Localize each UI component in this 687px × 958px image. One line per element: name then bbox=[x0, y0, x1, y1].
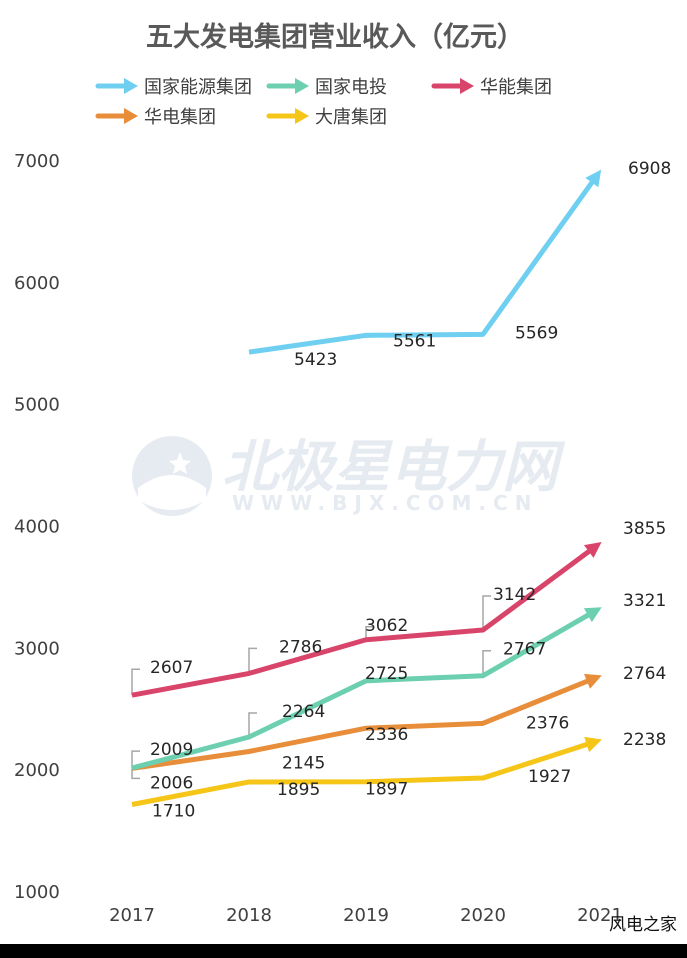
legend-arrow-icon bbox=[124, 78, 138, 94]
series-line bbox=[248, 169, 602, 355]
series-arrow-icon bbox=[584, 673, 602, 689]
data-label: 1895 bbox=[277, 780, 320, 800]
data-label: 2006 bbox=[150, 773, 193, 793]
watermark: 北极星电力网 WWW.BJX.COM.CN bbox=[132, 435, 566, 516]
series-arrow-icon bbox=[583, 541, 602, 558]
legend-arrow-icon bbox=[295, 78, 309, 94]
data-label: 2725 bbox=[365, 664, 408, 684]
y-tick-label: 7000 bbox=[14, 151, 60, 172]
data-label: 2264 bbox=[282, 702, 325, 722]
data-label: 2607 bbox=[150, 658, 193, 678]
y-tick-label: 4000 bbox=[14, 517, 60, 538]
legend-label: 大唐集团 bbox=[315, 107, 387, 128]
series-path bbox=[131, 611, 593, 771]
data-label: 2238 bbox=[623, 730, 666, 750]
y-tick-label: 5000 bbox=[14, 395, 60, 416]
legend-arrow-icon bbox=[460, 78, 474, 94]
legend-arrow-icon bbox=[295, 108, 309, 124]
data-label: 2786 bbox=[279, 637, 322, 657]
data-label: 2336 bbox=[365, 725, 408, 745]
x-tick-label: 2017 bbox=[109, 905, 155, 926]
data-label: 1927 bbox=[528, 767, 571, 787]
y-tick-label: 2000 bbox=[14, 760, 60, 781]
data-label: 2376 bbox=[526, 713, 569, 733]
data-label: 6908 bbox=[628, 159, 671, 179]
chart-title: 五大发电集团营业收入（亿元） bbox=[146, 21, 524, 53]
leader-line bbox=[131, 668, 140, 696]
label-leader-lines bbox=[131, 595, 491, 780]
legend-item: 国家能源集团 bbox=[95, 77, 252, 98]
y-tick-label: 3000 bbox=[14, 638, 60, 659]
legend-item: 华能集团 bbox=[431, 77, 552, 98]
watermark-sub-text: WWW.BJX.COM.CN bbox=[232, 491, 538, 515]
legend-item: 华电集团 bbox=[95, 107, 216, 128]
series-line bbox=[131, 736, 602, 807]
leader-line bbox=[365, 626, 374, 640]
data-labels: 5423 5561 5569 6908 2009 2264 2725 2767 3321 2607… bbox=[150, 159, 671, 821]
data-label: 2764 bbox=[623, 664, 666, 684]
series-line bbox=[131, 607, 602, 771]
legend-label: 华能集团 bbox=[480, 77, 552, 98]
leader-line bbox=[131, 768, 140, 780]
data-label: 5569 bbox=[515, 323, 558, 343]
data-label: 1710 bbox=[152, 801, 195, 821]
data-label: 3142 bbox=[493, 585, 536, 605]
leader-line bbox=[482, 595, 491, 631]
y-tick-label: 1000 bbox=[14, 882, 60, 903]
watermark-main-text: 北极星电力网 bbox=[222, 435, 566, 500]
leader-line bbox=[248, 647, 257, 674]
legend-label: 华电集团 bbox=[144, 107, 216, 128]
series-path bbox=[131, 677, 592, 771]
data-label: 5423 bbox=[294, 350, 337, 370]
x-tick-label: 2021 bbox=[577, 905, 623, 926]
data-label: 3855 bbox=[623, 519, 666, 539]
legend-label: 国家能源集团 bbox=[144, 77, 252, 98]
data-label: 5561 bbox=[393, 331, 436, 351]
y-tick-label: 6000 bbox=[14, 273, 60, 294]
data-label: 2767 bbox=[503, 640, 546, 660]
leader-line bbox=[131, 750, 140, 769]
legend-label: 国家电投 bbox=[315, 77, 387, 98]
legend-item: 国家电投 bbox=[266, 77, 387, 98]
x-tick-label: 2020 bbox=[460, 905, 506, 926]
leader-line bbox=[248, 712, 257, 738]
watermark-logo-icon bbox=[132, 436, 212, 516]
data-label: 3062 bbox=[365, 616, 408, 636]
series-arrow-icon bbox=[583, 607, 602, 623]
series-layer bbox=[131, 169, 602, 807]
legend-item: 大唐集团 bbox=[266, 107, 387, 128]
series-arrow-icon bbox=[584, 736, 602, 753]
data-label: 2145 bbox=[282, 754, 325, 774]
series-arrow-icon bbox=[585, 169, 602, 188]
x-axis: 2017 2018 2019 2020 2021 bbox=[109, 905, 623, 926]
data-label: 2009 bbox=[150, 740, 193, 760]
y-axis: 1000 2000 3000 4000 5000 6000 7000 bbox=[14, 151, 60, 903]
series-path bbox=[131, 740, 592, 807]
data-label: 3321 bbox=[623, 591, 666, 611]
leader-line bbox=[482, 649, 491, 676]
series-path bbox=[248, 177, 597, 355]
data-label: 1897 bbox=[365, 780, 408, 800]
x-tick-label: 2019 bbox=[343, 905, 389, 926]
x-tick-label: 2018 bbox=[226, 905, 272, 926]
series-path bbox=[131, 547, 594, 698]
legend-arrow-icon bbox=[124, 108, 138, 124]
series-line bbox=[131, 673, 602, 771]
series-line bbox=[131, 541, 602, 698]
